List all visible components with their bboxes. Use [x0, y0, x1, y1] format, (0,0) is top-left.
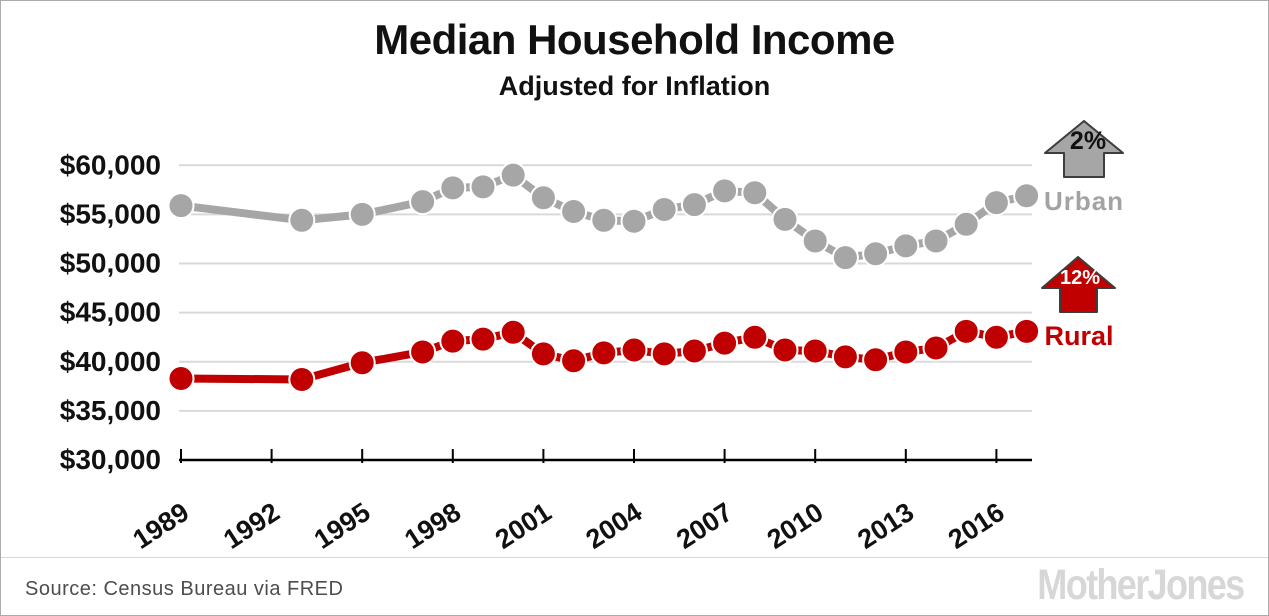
data-point-rural-2004	[620, 336, 648, 364]
data-point-rural-2017	[1013, 317, 1041, 345]
x-tick-label: 1992	[218, 497, 285, 555]
data-point-urban-2008	[741, 179, 769, 207]
footer-divider	[1, 557, 1268, 558]
legend-rural: 12% Rural	[1041, 256, 1117, 352]
data-point-urban-2013	[892, 232, 920, 260]
data-point-urban-2003	[590, 206, 618, 234]
data-point-rural-1999	[469, 325, 497, 353]
data-point-urban-2016	[982, 189, 1010, 217]
data-point-urban-2010	[801, 227, 829, 255]
x-tick-label: 2013	[852, 497, 919, 555]
source-note: Source: Census Bureau via FRED	[25, 578, 344, 600]
data-point-urban-2006	[680, 191, 708, 219]
x-tick-label: 1989	[128, 497, 195, 555]
data-point-rural-2012	[862, 346, 890, 374]
data-point-urban-2015	[952, 210, 980, 238]
urban-change-pct: 2%	[1070, 127, 1106, 155]
data-point-rural-1995	[348, 349, 376, 377]
data-point-rural-2015	[952, 317, 980, 345]
data-point-rural-2000	[499, 318, 527, 346]
data-point-rural-2003	[590, 339, 618, 367]
data-point-urban-2001	[529, 184, 557, 212]
data-point-rural-2006	[680, 337, 708, 365]
mother-jones-logo: Mother Jones	[1037, 561, 1246, 609]
data-point-urban-2017	[1013, 182, 1041, 210]
data-point-rural-2007	[711, 329, 739, 357]
data-point-rural-1989	[167, 364, 195, 392]
rural-change-pct: 12%	[1060, 267, 1100, 289]
urban-up-arrow-icon: 2%	[1044, 120, 1124, 178]
y-tick-label: $50,000	[60, 248, 161, 279]
data-point-rural-1998	[439, 327, 467, 355]
data-point-urban-2011	[831, 244, 859, 272]
data-point-rural-2011	[831, 343, 859, 371]
rural-series-label: Rural	[1044, 321, 1114, 351]
data-point-urban-2007	[711, 177, 739, 205]
x-tick-label: 2001	[490, 497, 557, 555]
data-point-urban-2000	[499, 161, 527, 189]
data-point-urban-1995	[348, 200, 376, 228]
data-point-rural-1997	[409, 338, 437, 366]
y-tick-label: $45,000	[60, 297, 161, 328]
x-tick-label: 2016	[943, 497, 1010, 555]
data-point-urban-1993	[288, 206, 316, 234]
x-tick-label: 2010	[762, 497, 829, 555]
data-point-urban-1999	[469, 173, 497, 201]
data-point-urban-2002	[560, 197, 588, 225]
y-tick-label: $30,000	[60, 444, 161, 475]
y-tick-label: $40,000	[60, 346, 161, 377]
x-tick-label: 1995	[309, 497, 376, 555]
legend-urban: 2% Urban	[1043, 120, 1125, 217]
data-point-rural-2009	[771, 336, 799, 364]
y-tick-label: $55,000	[60, 198, 161, 229]
data-point-urban-2012	[862, 240, 890, 268]
data-point-rural-2010	[801, 337, 829, 365]
data-point-rural-2001	[529, 340, 557, 368]
urban-arrow-shape	[1044, 120, 1124, 178]
rural-up-arrow-icon: 12%	[1041, 256, 1116, 313]
data-point-urban-2014	[922, 227, 950, 255]
x-tick-label: 2004	[581, 497, 648, 555]
data-point-rural-2005	[650, 340, 678, 368]
data-point-urban-2004	[620, 207, 648, 235]
x-tick-label: 1998	[399, 497, 466, 555]
data-point-urban-2005	[650, 196, 678, 224]
y-tick-label: $60,000	[60, 149, 161, 180]
data-point-rural-2016	[982, 323, 1010, 351]
chart-title: Median Household Income	[374, 16, 895, 63]
data-point-urban-1989	[167, 192, 195, 220]
data-point-rural-2014	[922, 334, 950, 362]
urban-series-label: Urban	[1043, 186, 1125, 216]
data-point-urban-1998	[439, 174, 467, 202]
chart-subtitle: Adjusted for Inflation	[498, 71, 771, 102]
y-tick-label: $35,000	[60, 395, 161, 426]
title-block: Median Household Income Adjusted for Inf…	[1, 16, 1268, 102]
data-point-urban-1997	[409, 188, 437, 216]
rural-arrow-shape	[1041, 256, 1116, 313]
data-point-rural-1993	[288, 365, 316, 393]
data-point-rural-2008	[741, 323, 769, 351]
data-point-rural-2002	[560, 347, 588, 375]
x-tick-label: 2007	[671, 497, 738, 555]
data-point-rural-2013	[892, 338, 920, 366]
data-point-urban-2009	[771, 205, 799, 233]
